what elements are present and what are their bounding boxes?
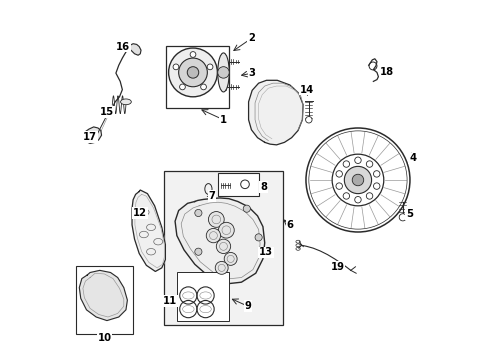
Text: 5: 5 — [406, 209, 413, 219]
Text: 15: 15 — [100, 107, 114, 117]
Circle shape — [399, 214, 406, 221]
Text: 14: 14 — [299, 85, 314, 95]
Circle shape — [216, 239, 231, 253]
Circle shape — [336, 171, 343, 177]
Text: 8: 8 — [260, 182, 267, 192]
Bar — [76, 266, 133, 334]
Circle shape — [306, 117, 312, 123]
Polygon shape — [127, 44, 141, 55]
Text: 13: 13 — [259, 247, 273, 257]
Text: 2: 2 — [248, 33, 255, 43]
Ellipse shape — [218, 53, 229, 92]
Bar — [164, 171, 283, 325]
Circle shape — [255, 234, 262, 241]
Circle shape — [344, 166, 371, 194]
Circle shape — [215, 261, 228, 274]
Circle shape — [208, 212, 224, 227]
Circle shape — [169, 48, 218, 97]
Circle shape — [206, 228, 220, 243]
Text: 9: 9 — [245, 301, 251, 311]
Circle shape — [180, 84, 185, 90]
Circle shape — [179, 58, 207, 87]
Text: 12: 12 — [133, 208, 147, 218]
Text: 19: 19 — [331, 262, 344, 272]
Bar — [166, 45, 229, 108]
Text: 3: 3 — [249, 68, 256, 78]
Circle shape — [195, 210, 202, 217]
Circle shape — [195, 248, 202, 255]
Ellipse shape — [121, 99, 131, 105]
Circle shape — [219, 222, 234, 238]
Polygon shape — [79, 270, 127, 320]
Circle shape — [367, 193, 373, 199]
Circle shape — [207, 64, 213, 70]
Text: 1: 1 — [220, 115, 227, 125]
Circle shape — [243, 205, 250, 212]
Polygon shape — [84, 127, 101, 143]
Polygon shape — [248, 80, 303, 145]
Polygon shape — [132, 190, 166, 271]
Circle shape — [355, 157, 361, 163]
Circle shape — [355, 197, 361, 203]
Circle shape — [173, 64, 179, 70]
Text: 11: 11 — [163, 296, 177, 306]
Circle shape — [201, 84, 206, 90]
Bar — [218, 173, 259, 196]
Circle shape — [343, 161, 349, 167]
Circle shape — [190, 51, 196, 57]
Circle shape — [373, 171, 380, 177]
Circle shape — [336, 183, 343, 189]
Circle shape — [187, 67, 199, 78]
Text: 18: 18 — [380, 67, 393, 77]
Text: 17: 17 — [83, 132, 97, 142]
Circle shape — [224, 252, 237, 265]
Circle shape — [367, 161, 373, 167]
Text: 16: 16 — [116, 42, 130, 51]
Polygon shape — [175, 198, 265, 284]
Circle shape — [218, 67, 229, 78]
Circle shape — [373, 183, 380, 189]
Text: 7: 7 — [209, 191, 216, 201]
Text: 4: 4 — [409, 153, 416, 163]
Bar — [177, 272, 229, 320]
Circle shape — [343, 193, 349, 199]
Text: 10: 10 — [98, 333, 111, 343]
Text: 6: 6 — [286, 220, 294, 230]
Circle shape — [352, 174, 364, 186]
